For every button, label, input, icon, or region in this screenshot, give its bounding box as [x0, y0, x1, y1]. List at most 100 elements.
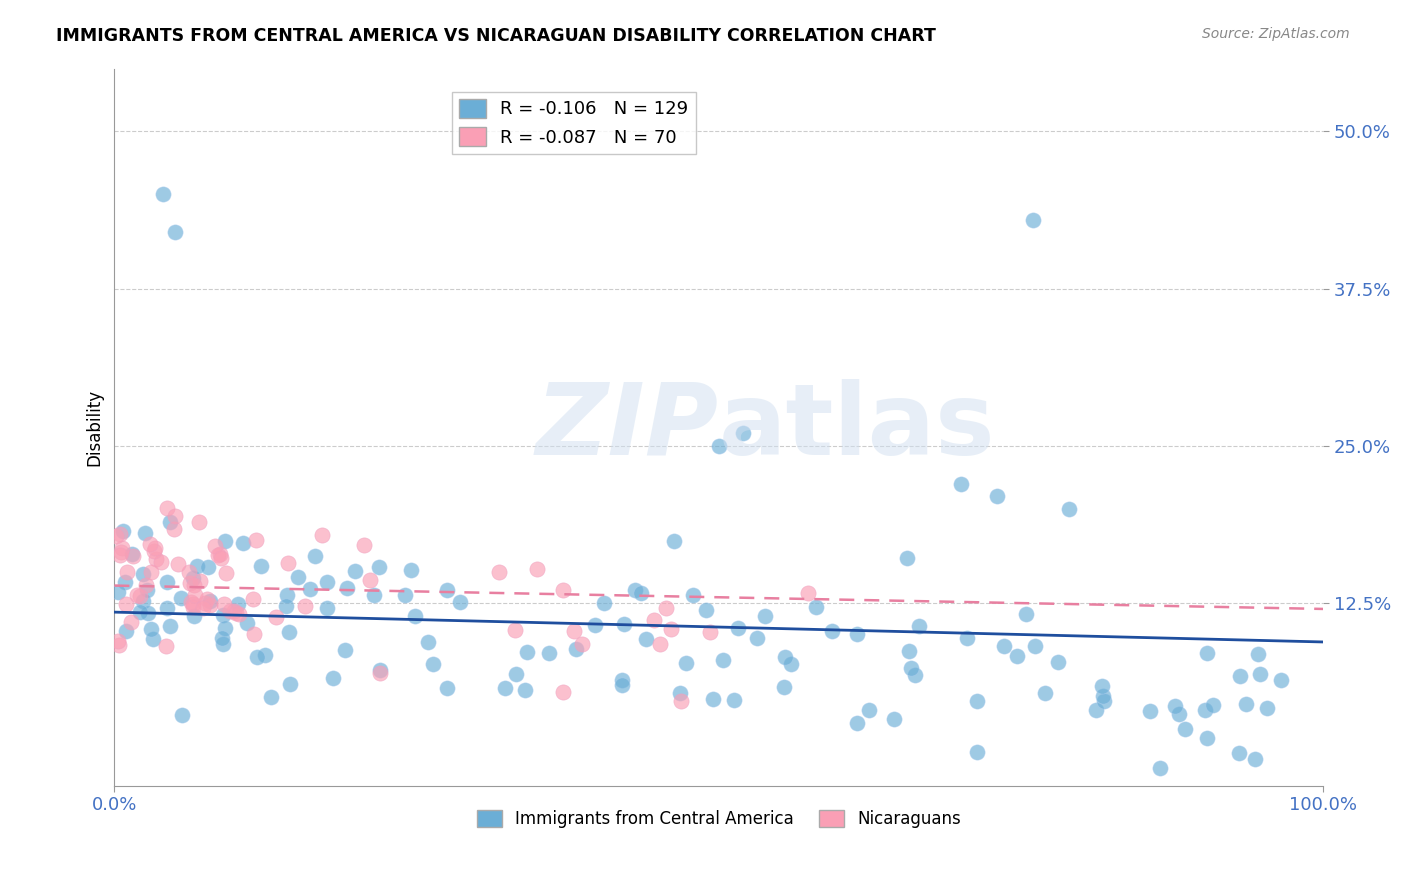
Nicaraguans — [120, 615, 142, 629]
Nicaraguans — [108, 526, 131, 541]
Nicaraguans — [165, 509, 187, 524]
Immigrants from Central America — [494, 681, 516, 695]
Immigrants from Central America — [780, 657, 803, 671]
Immigrants from Central America — [516, 645, 538, 659]
Nicaraguans — [142, 544, 165, 558]
Immigrants from Central America — [858, 703, 880, 717]
Nicaraguans — [195, 592, 218, 607]
Immigrants from Central America — [993, 639, 1015, 653]
Nicaraguans — [204, 540, 226, 554]
Immigrants from Central America — [278, 624, 301, 639]
Immigrants from Central America — [682, 588, 704, 602]
Y-axis label: Disability: Disability — [86, 389, 103, 466]
Immigrants from Central America — [883, 712, 905, 726]
Nicaraguans — [659, 622, 682, 636]
Immigrants from Central America — [111, 524, 134, 538]
Nicaraguans — [503, 623, 526, 637]
Immigrants from Central America — [754, 608, 776, 623]
Immigrants from Central America — [669, 686, 692, 700]
Immigrants from Central America — [775, 650, 797, 665]
Immigrants from Central America — [131, 566, 153, 581]
Nicaraguans — [183, 578, 205, 592]
Nicaraguans — [156, 501, 179, 516]
Immigrants from Central America — [820, 624, 842, 639]
Nicaraguans — [143, 541, 166, 556]
Nicaraguans — [167, 558, 190, 572]
Immigrants from Central America — [1270, 673, 1292, 687]
Immigrants from Central America — [404, 609, 426, 624]
Nicaraguans — [145, 552, 167, 566]
Nicaraguans — [242, 592, 264, 607]
Immigrants from Central America — [367, 560, 389, 574]
Immigrants from Central America — [394, 589, 416, 603]
Immigrants from Central America — [181, 571, 204, 585]
Immigrants from Central America — [1007, 649, 1029, 664]
Nicaraguans — [110, 548, 132, 562]
Nicaraguans — [127, 588, 149, 602]
Immigrants from Central America — [845, 716, 868, 731]
Nicaraguans — [311, 527, 333, 541]
Immigrants from Central America — [159, 515, 181, 529]
Immigrants from Central America — [399, 563, 422, 577]
Immigrants from Central America — [695, 603, 717, 617]
Immigrants from Central America — [565, 641, 588, 656]
Nicaraguans — [797, 586, 820, 600]
Immigrants from Central America — [170, 591, 193, 606]
Immigrants from Central America — [136, 582, 159, 597]
Immigrants from Central America — [773, 680, 796, 694]
Immigrants from Central America — [1244, 752, 1267, 766]
Immigrants from Central America — [115, 624, 138, 638]
Immigrants from Central America — [727, 621, 749, 635]
Immigrants from Central America — [246, 650, 269, 665]
Immigrants from Central America — [583, 618, 606, 632]
Immigrants from Central America — [593, 596, 616, 610]
Nicaraguans — [551, 583, 574, 598]
Immigrants from Central America — [630, 586, 652, 600]
Text: Source: ZipAtlas.com: Source: ZipAtlas.com — [1202, 27, 1350, 41]
Nicaraguans — [191, 600, 214, 615]
Immigrants from Central America — [363, 588, 385, 602]
Immigrants from Central America — [183, 608, 205, 623]
Nicaraguans — [107, 634, 129, 648]
Immigrants from Central America — [1084, 702, 1107, 716]
Legend: Immigrants from Central America, Nicaraguans: Immigrants from Central America, Nicarag… — [470, 804, 967, 835]
Nicaraguans — [181, 597, 204, 611]
Immigrants from Central America — [163, 225, 186, 239]
Immigrants from Central America — [212, 637, 235, 651]
Immigrants from Central America — [1227, 746, 1250, 760]
Nicaraguans — [181, 600, 204, 615]
Nicaraguans — [370, 665, 392, 680]
Immigrants from Central America — [1149, 761, 1171, 775]
Immigrants from Central America — [537, 646, 560, 660]
Immigrants from Central America — [128, 605, 150, 619]
Immigrants from Central America — [316, 574, 339, 589]
Immigrants from Central America — [322, 671, 344, 685]
Immigrants from Central America — [1197, 731, 1219, 745]
Immigrants from Central America — [1139, 704, 1161, 718]
Nicaraguans — [108, 639, 131, 653]
Nicaraguans — [353, 538, 375, 552]
Immigrants from Central America — [747, 631, 769, 645]
Immigrants from Central America — [232, 536, 254, 550]
Nicaraguans — [163, 522, 186, 536]
Immigrants from Central America — [949, 476, 972, 491]
Nicaraguans — [105, 529, 128, 543]
Immigrants from Central America — [156, 601, 179, 615]
Immigrants from Central America — [159, 619, 181, 633]
Nicaraguans — [135, 578, 157, 592]
Immigrants from Central America — [236, 615, 259, 630]
Immigrants from Central America — [344, 564, 367, 578]
Immigrants from Central America — [806, 600, 828, 615]
Nicaraguans — [184, 588, 207, 602]
Text: atlas: atlas — [718, 378, 995, 475]
Immigrants from Central America — [422, 657, 444, 672]
Immigrants from Central America — [212, 608, 235, 623]
Immigrants from Central America — [278, 677, 301, 691]
Nicaraguans — [155, 639, 177, 653]
Immigrants from Central America — [304, 549, 326, 563]
Immigrants from Central America — [896, 550, 918, 565]
Immigrants from Central America — [1174, 722, 1197, 736]
Immigrants from Central America — [702, 691, 724, 706]
Immigrants from Central America — [636, 632, 658, 647]
Immigrants from Central America — [1256, 700, 1278, 714]
